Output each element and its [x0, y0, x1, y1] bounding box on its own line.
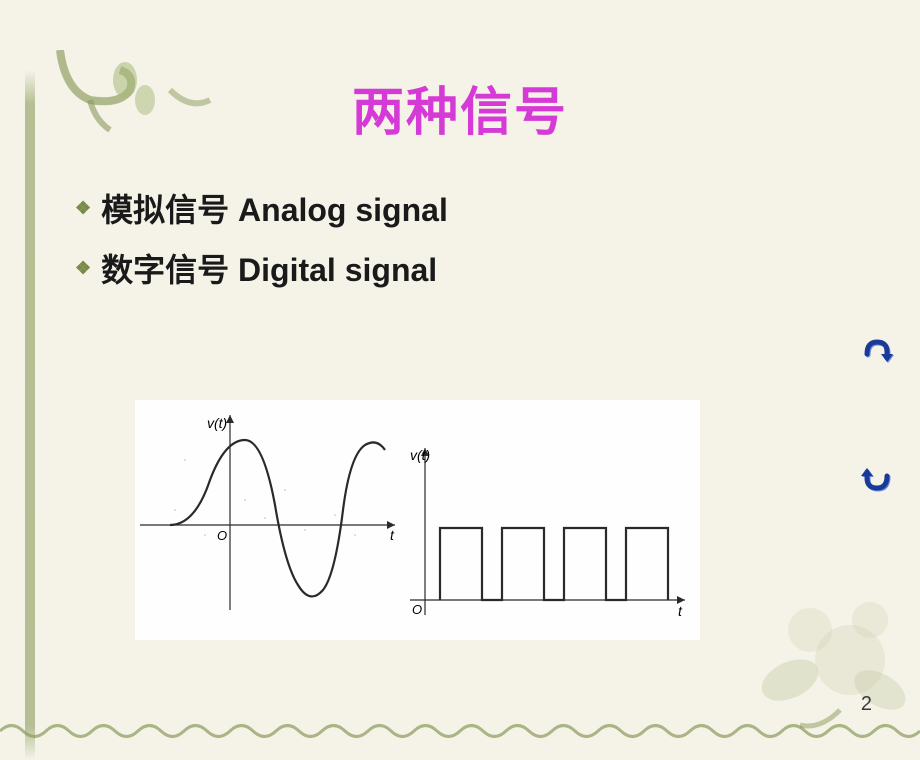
floral-bottom-right	[700, 530, 920, 750]
bullet-list: ❖ 模拟信号 Analog signal ❖ 数字信号 Digital sign…	[75, 185, 920, 291]
svg-text:t: t	[390, 527, 395, 543]
svg-text:v(t): v(t)	[410, 447, 430, 463]
nav-arrow-return-down[interactable]	[859, 462, 895, 498]
digital-signal-plot: t v(t) O	[410, 447, 685, 619]
bullet-item: ❖ 数字信号 Digital signal	[75, 245, 920, 291]
bullet-item: ❖ 模拟信号 Analog signal	[75, 185, 920, 231]
svg-text:t: t	[678, 603, 683, 619]
svg-text:v(t): v(t)	[207, 415, 227, 431]
wavy-border-bottom	[0, 720, 920, 742]
signal-diagrams: t v(t) O t v(t) O	[135, 400, 700, 640]
nav-arrow-return-up[interactable]	[859, 332, 895, 368]
diamond-bullet-icon: ❖	[75, 198, 91, 219]
bullet-text: 模拟信号 Analog signal	[101, 185, 448, 231]
svg-text:O: O	[217, 528, 227, 543]
bullet-text: 数字信号 Digital signal	[101, 245, 437, 291]
diamond-bullet-icon: ❖	[75, 258, 91, 279]
slide-title: 两种信号	[0, 70, 920, 145]
page-number: 2	[861, 693, 872, 716]
svg-text:O: O	[412, 602, 422, 617]
analog-signal-plot: t v(t) O	[140, 415, 395, 610]
